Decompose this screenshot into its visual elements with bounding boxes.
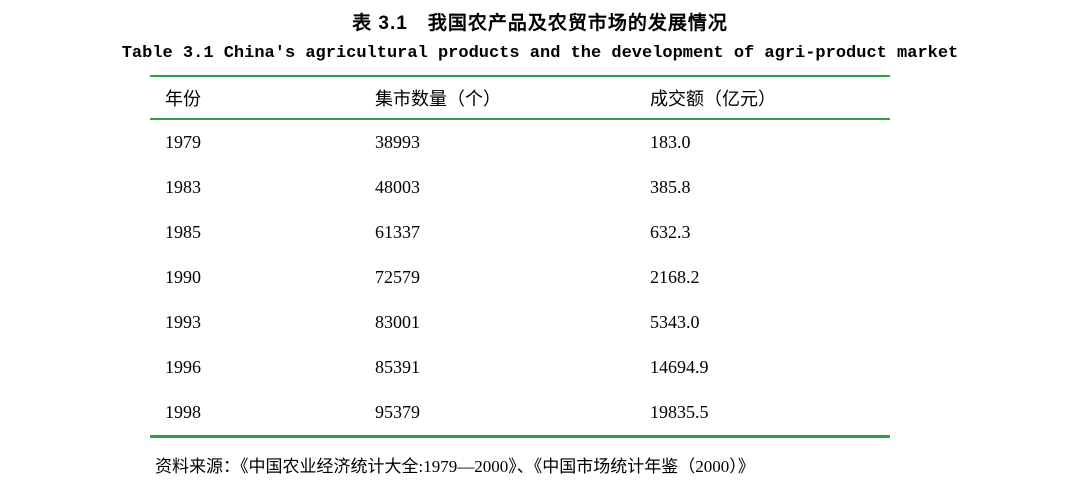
table-row: 1996 85391 14694.9	[150, 345, 890, 390]
column-header-year: 年份	[165, 88, 201, 109]
data-source-note: 资料来源：《中国农业经济统计大全:1979—2000》、《中国市场统计年鉴（20…	[155, 457, 755, 476]
column-header-market-count: 集市数量（个）	[375, 88, 501, 109]
table-row: 1979 38993 183.0	[150, 120, 890, 165]
table-row: 1985 61337 632.3	[150, 210, 890, 255]
transaction-value-cell: 632.3	[650, 222, 691, 242]
transaction-value-cell: 385.8	[650, 177, 691, 197]
transaction-value-cell: 183.0	[650, 132, 691, 152]
data-table: 年份 集市数量（个） 成交额（亿元） 1979 38993 183.0 1983…	[150, 75, 890, 438]
market-count-cell: 48003	[375, 177, 420, 197]
table-row: 1998 95379 19835.5	[150, 390, 890, 435]
year-cell: 1996	[165, 357, 201, 377]
table-row: 1990 72579 2168.2	[150, 255, 890, 300]
market-count-cell: 61337	[375, 222, 420, 242]
market-count-cell: 85391	[375, 357, 420, 377]
year-cell: 1983	[165, 177, 201, 197]
table-row: 1993 83001 5343.0	[150, 300, 890, 345]
market-count-cell: 38993	[375, 132, 420, 152]
market-count-cell: 72579	[375, 267, 420, 287]
table-title-en: Table 3.1 China's agricultural products …	[121, 44, 959, 63]
transaction-value-cell: 19835.5	[650, 402, 709, 422]
transaction-value-cell: 2168.2	[650, 267, 700, 287]
year-cell: 1985	[165, 222, 201, 242]
column-header-transaction-value: 成交额（亿元）	[650, 88, 776, 109]
table-title-cn: 表 3.1 我国农产品及农贸市场的发展情况	[352, 13, 728, 34]
transaction-value-cell: 14694.9	[650, 357, 709, 377]
year-cell: 1990	[165, 267, 201, 287]
year-cell: 1998	[165, 402, 201, 422]
transaction-value-cell: 5343.0	[650, 312, 700, 332]
year-cell: 1979	[165, 132, 201, 152]
table-row: 1983 48003 385.8	[150, 165, 890, 210]
year-cell: 1993	[165, 312, 201, 332]
market-count-cell: 95379	[375, 402, 420, 422]
market-count-cell: 83001	[375, 312, 420, 332]
table-header-row: 年份 集市数量（个） 成交额（亿元）	[150, 77, 890, 120]
